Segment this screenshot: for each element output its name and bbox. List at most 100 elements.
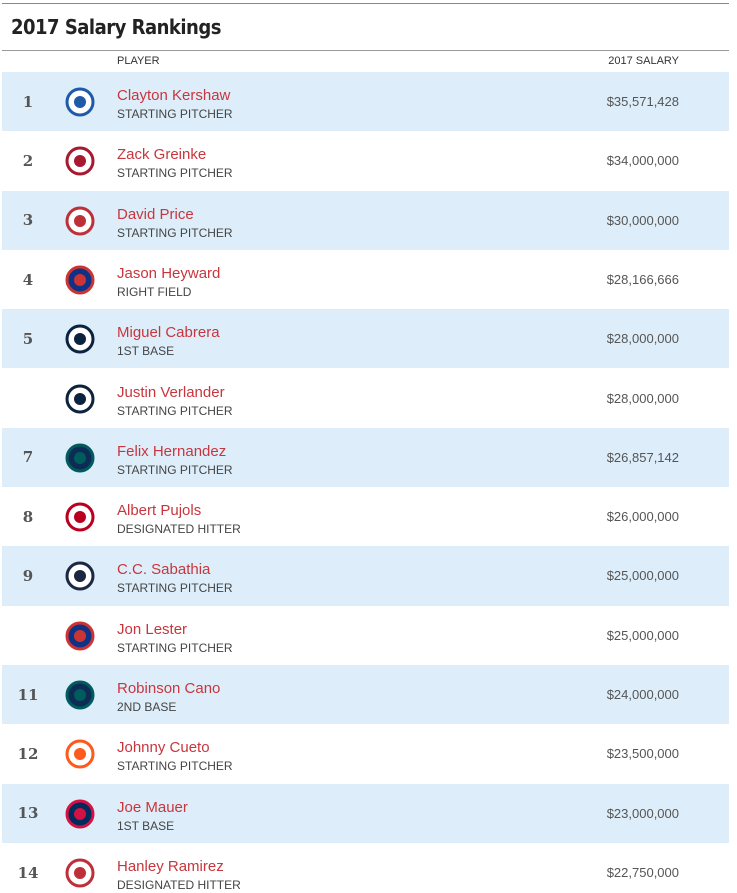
table-row: 7 Felix Hernandez STARTING PITCHER $26,857,… xyxy=(2,427,729,488)
logo-shape xyxy=(74,155,86,168)
salary: $23,000,000 xyxy=(606,805,679,821)
team-logo xyxy=(65,324,95,354)
title: 2017 Salary Rankings xyxy=(11,15,221,39)
logo-shape xyxy=(74,689,86,701)
player-position: STARTING PITCHER xyxy=(117,403,233,418)
rank: 9 xyxy=(22,567,34,586)
logo-shape xyxy=(74,570,86,583)
salary: $25,000,000 xyxy=(606,568,679,584)
player-position: 2ND BASE xyxy=(117,700,177,714)
player-name[interactable]: Hanley Ramirez xyxy=(117,857,224,875)
team-logo xyxy=(65,206,95,236)
rank: 13 xyxy=(17,804,39,823)
team-logo xyxy=(65,680,95,710)
player-name[interactable]: Miguel Cabrera xyxy=(117,324,220,342)
rank: 7 xyxy=(22,448,34,467)
salary: $34,000,000 xyxy=(606,153,679,169)
table-row: Jon Lester STARTING PITCHER $25,000,000 xyxy=(2,606,729,665)
team-logo xyxy=(65,858,95,888)
player-position: STARTING PITCHER xyxy=(117,640,233,655)
player-name[interactable]: Justin Verlander xyxy=(117,383,225,401)
team-logo xyxy=(65,621,95,651)
column-header: 2017 SALARY xyxy=(608,55,679,67)
team-logo xyxy=(65,384,95,413)
player-name[interactable]: David Price xyxy=(117,205,194,223)
rank: 14 xyxy=(17,863,39,882)
table-row: 11 Robinson Cano 2ND BASE $24,000,000 xyxy=(2,665,729,725)
player-position: DESIGNATED HITTER xyxy=(117,522,241,537)
player-position: STARTING PITCHER xyxy=(117,462,233,477)
logo-shape xyxy=(74,511,86,524)
player-name[interactable]: Joe Mauer xyxy=(117,798,188,816)
team-logo xyxy=(65,739,95,769)
table-row: 1 Clayton Kershaw STARTING PITCHER $35,571,… xyxy=(2,72,729,132)
player-position: DESIGNATED HITTER xyxy=(117,877,241,892)
table-row: 13 Joe Mauer 1ST BASE $23,000,000 xyxy=(2,783,729,843)
team-logo xyxy=(65,443,95,473)
table-row: 4 Jason Heyward RIGHT FIELD $28,166,666 xyxy=(2,250,729,309)
player-position: STARTING PITCHER xyxy=(117,107,233,121)
salary: $25,000,000 xyxy=(606,627,679,643)
table-row: 2 Zack Greinke STARTING PITCHER $34,000,000 xyxy=(2,131,729,190)
player-name[interactable]: Johnny Cueto xyxy=(117,739,210,757)
team-logo xyxy=(65,146,95,176)
table-row: 9 C.C. Sabathia STARTING PITCHER $25,000,00… xyxy=(2,546,729,606)
logo-shape xyxy=(74,333,86,346)
column-header: PLAYER xyxy=(117,55,160,67)
player-name[interactable]: Jon Lester xyxy=(117,620,188,638)
player-position: STARTING PITCHER xyxy=(117,581,233,596)
rank: 3 xyxy=(22,211,34,230)
player-name[interactable]: Felix Hernandez xyxy=(117,442,227,460)
salary: $23,500,000 xyxy=(606,746,679,762)
logo-shape xyxy=(74,807,86,820)
salary: $24,000,000 xyxy=(606,687,679,702)
table-row: 3 David Price STARTING PITCHER $30,000,000 xyxy=(2,190,729,250)
logo-shape xyxy=(74,96,86,108)
player-name[interactable]: Jason Heyward xyxy=(117,264,221,282)
salary: $28,000,000 xyxy=(606,390,679,406)
player-position: 1ST BASE xyxy=(117,818,175,833)
rank: 2 xyxy=(22,151,34,170)
salary: $28,166,666 xyxy=(606,271,679,287)
rank: 11 xyxy=(17,685,39,704)
logo-shape xyxy=(74,392,86,405)
table-row: 14 Hanley Ramirez DESIGNATED HITTER $22,750… xyxy=(2,843,729,893)
logo-shape xyxy=(74,629,86,642)
team-logo xyxy=(65,265,95,295)
team-logo xyxy=(65,502,95,532)
logo-shape xyxy=(74,866,86,879)
table-row: 5 Miguel Cabrera 1ST BASE $28,000,000 xyxy=(2,309,729,369)
player-name[interactable]: Zack Greinke xyxy=(117,146,207,164)
team-logo xyxy=(65,799,95,829)
salary: $35,571,428 xyxy=(606,94,679,109)
player-position: RIGHT FIELD xyxy=(117,284,192,299)
rank: 5 xyxy=(22,329,34,348)
player-position: STARTING PITCHER xyxy=(117,759,233,774)
salary: $30,000,000 xyxy=(606,212,679,228)
logo-shape xyxy=(74,748,86,761)
player-position: STARTING PITCHER xyxy=(117,166,233,181)
table-row: 12 Johnny Cueto STARTING PITCHER $23,500,00… xyxy=(2,724,729,783)
rank: 8 xyxy=(22,507,34,526)
team-logo xyxy=(65,87,95,117)
table-row: Justin Verlander STARTING PITCHER $28,000,… xyxy=(2,369,729,428)
rank: 1 xyxy=(22,92,34,111)
player-name[interactable]: C.C. Sabathia xyxy=(117,561,211,579)
header-rule xyxy=(2,50,729,51)
rank: 12 xyxy=(17,744,39,763)
player-name[interactable]: Clayton Kershaw xyxy=(117,87,231,104)
top-rule xyxy=(2,3,729,4)
team-logo xyxy=(65,561,95,591)
salary: $26,857,142 xyxy=(606,449,679,465)
logo-shape xyxy=(74,451,86,464)
salary: $28,000,000 xyxy=(606,331,679,347)
player-name[interactable]: Albert Pujols xyxy=(117,502,202,520)
player-name[interactable]: Robinson Cano xyxy=(117,680,221,697)
salary: $26,000,000 xyxy=(606,509,679,525)
logo-shape xyxy=(74,273,86,286)
table-row: 8 Albert Pujols DESIGNATED HITTER $26,000,0… xyxy=(2,487,729,546)
player-position: STARTING PITCHER xyxy=(117,225,233,240)
rank: 4 xyxy=(22,270,34,289)
salary: $22,750,000 xyxy=(606,864,679,880)
